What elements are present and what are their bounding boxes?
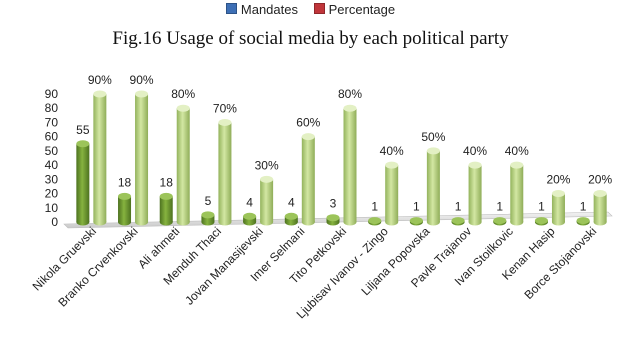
data-label-mandates: 3 [330, 197, 337, 211]
data-label-percentage: 80% [338, 87, 362, 101]
bar-percentage [426, 147, 440, 226]
bar-mandates [576, 217, 590, 226]
y-tick-label: 10 [45, 201, 59, 215]
bar-mandates [493, 217, 507, 226]
x-tick-label: Borce Stojanovski [521, 224, 599, 302]
data-label-mandates: 55 [76, 123, 90, 137]
y-tick-label: 0 [51, 215, 58, 229]
bar-mandates [409, 217, 423, 226]
bar-percentage [260, 175, 274, 226]
data-label-percentage: 40% [463, 144, 487, 158]
data-label-percentage: 80% [171, 87, 195, 101]
bar-percentage [593, 190, 607, 226]
data-label-percentage: 90% [88, 73, 112, 87]
data-label-percentage: 60% [296, 116, 320, 130]
data-label-percentage: 40% [505, 144, 529, 158]
y-tick-label: 50 [45, 144, 59, 158]
bar-percentage [551, 190, 565, 226]
x-tick-label: Jovan Manasijevski [182, 224, 265, 307]
legend-swatch-mandates [225, 3, 237, 14]
data-label-mandates: 1 [538, 200, 545, 214]
bar-percentage [93, 90, 107, 226]
data-label-percentage: 70% [213, 101, 237, 115]
data-label-mandates: 1 [371, 200, 378, 214]
data-label-mandates: 1 [496, 200, 503, 214]
data-label-percentage: 20% [588, 173, 612, 187]
bar-mandates [76, 140, 90, 226]
y-tick-label: 60 [45, 130, 59, 144]
y-tick-label: 20 [45, 187, 59, 201]
bar-mandates [159, 192, 173, 226]
bar-percentage [468, 161, 482, 226]
y-tick-label: 90 [45, 87, 59, 101]
y-tick-label: 30 [45, 172, 59, 186]
data-label-percentage: 50% [421, 130, 445, 144]
bar-mandates [243, 212, 257, 226]
legend-item-mandates: Mandates [225, 2, 298, 17]
bar-percentage [301, 133, 315, 226]
chart-legend: Mandates Percentage [0, 2, 621, 17]
data-label-mandates: 18 [160, 175, 174, 189]
data-label-mandates: 4 [246, 195, 253, 209]
data-label-percentage: 30% [255, 158, 279, 172]
bar-mandates [451, 217, 465, 226]
bar-percentage [385, 161, 399, 226]
chart-title: Fig.16 Usage of social media by each pol… [112, 28, 509, 49]
data-label-mandates: 5 [205, 194, 212, 208]
y-tick-label: 80 [45, 101, 59, 115]
legend-label-percentage: Percentage [328, 2, 396, 17]
bar-percentage [135, 90, 149, 226]
bar-percentage [176, 104, 190, 226]
data-label-percentage: 20% [546, 173, 570, 187]
bar-percentage [218, 118, 232, 226]
data-label-mandates: 18 [118, 175, 132, 189]
bar-mandates [326, 214, 340, 226]
data-label-percentage: 40% [380, 144, 404, 158]
bar-percentage [343, 104, 357, 226]
data-label-mandates: 1 [455, 200, 462, 214]
x-tick-label: Branko Crvenkovski [55, 224, 140, 309]
data-label-mandates: 1 [413, 200, 420, 214]
legend-item-percentage: Percentage [313, 2, 396, 17]
data-label-percentage: 90% [130, 73, 154, 87]
legend-label-mandates: Mandates [240, 2, 298, 17]
bar-mandates [368, 217, 382, 226]
y-tick-label: 40 [45, 158, 59, 172]
bar-mandates [284, 212, 298, 226]
bar-percentage [510, 161, 524, 226]
bar-mandates [118, 192, 132, 226]
legend-swatch-percentage [313, 3, 325, 14]
data-label-mandates: 1 [580, 200, 587, 214]
bar-mandates [201, 211, 215, 226]
bar-mandates [534, 217, 548, 226]
data-label-mandates: 4 [288, 195, 295, 209]
y-tick-label: 70 [45, 115, 59, 129]
